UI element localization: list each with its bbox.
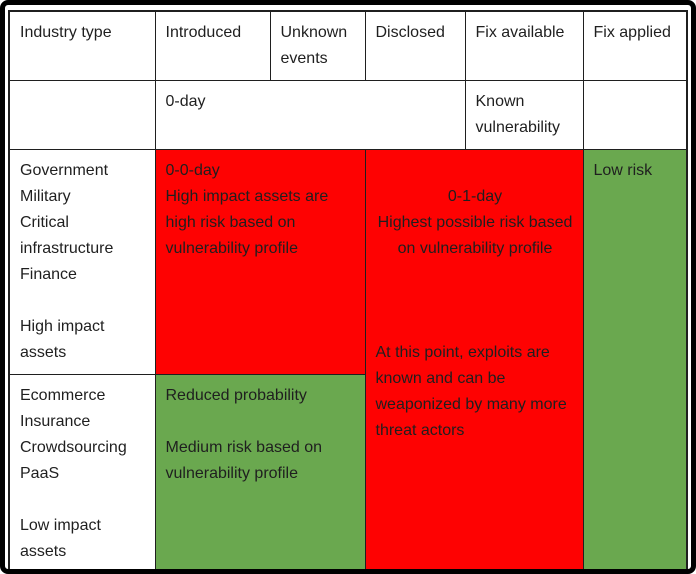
header-introduced: Introduced (154, 10, 271, 81)
zero-one-day-note: At this point, exploits are known and ca… (375, 344, 567, 439)
zero-day-phase-cell: 0-day (154, 80, 466, 150)
high-impact-row: Government Military Critical infrastruct… (8, 149, 688, 569)
header-disclosed: Disclosed (364, 10, 466, 81)
phase-empty-fix-applied-cell (582, 80, 688, 150)
header-unknown-events: Unknown events (269, 10, 366, 81)
header-row: Industry type Introduced Unknown events … (8, 10, 688, 81)
vulnerability-risk-matrix-table: Industry type Introduced Unknown events … (8, 10, 688, 569)
low-risk-cell: Low risk (582, 149, 688, 569)
low-impact-industries-cell: Ecommerce Insurance Crowdsourcing PaaS L… (8, 374, 156, 569)
high-impact-industries-cell: Government Military Critical infrastruct… (8, 149, 156, 375)
phase-row: 0-day Known vulnerability (8, 80, 688, 150)
phase-empty-industry-cell (8, 80, 156, 150)
zero-one-day-risk-cell: 0-1-day Highest possible risk based on v… (364, 149, 584, 569)
zero-one-day-heading: 0-1-day Highest possible risk based on v… (377, 188, 573, 257)
low-impact-row: Ecommerce Insurance Crowdsourcing PaaS L… (8, 374, 687, 569)
header-fix-available: Fix available (464, 10, 584, 81)
reduced-probability-cell: Reduced probability Medium risk based on… (154, 374, 366, 569)
header-industry-type: Industry type (8, 10, 156, 81)
known-vulnerability-phase-cell: Known vulnerability (464, 80, 584, 150)
header-fix-applied: Fix applied (582, 10, 688, 81)
zero-zero-day-risk-cell: 0-0-day High impact assets are high risk… (154, 149, 366, 375)
